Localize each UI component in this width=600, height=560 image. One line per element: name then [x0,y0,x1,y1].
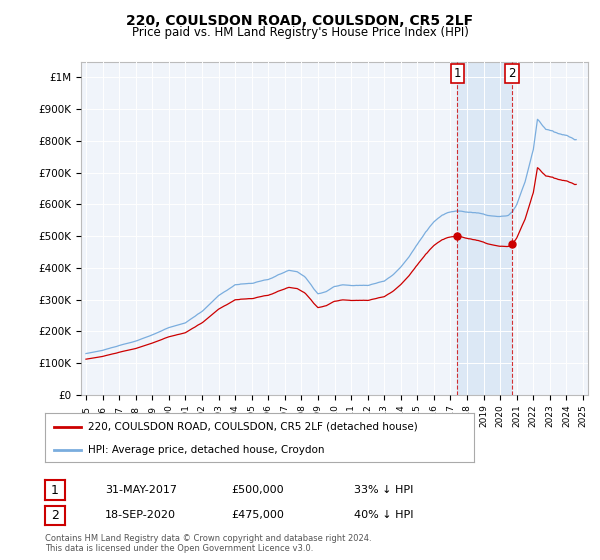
Text: 1: 1 [51,483,59,497]
Text: 31-MAY-2017: 31-MAY-2017 [105,485,177,495]
Text: 33% ↓ HPI: 33% ↓ HPI [354,485,413,495]
Text: £475,000: £475,000 [231,510,284,520]
Text: 220, COULSDON ROAD, COULSDON, CR5 2LF (detached house): 220, COULSDON ROAD, COULSDON, CR5 2LF (d… [88,422,418,432]
Text: 1: 1 [454,67,461,80]
Text: 18-SEP-2020: 18-SEP-2020 [105,510,176,520]
Text: HPI: Average price, detached house, Croydon: HPI: Average price, detached house, Croy… [88,445,325,455]
Text: £500,000: £500,000 [231,485,284,495]
Text: 40% ↓ HPI: 40% ↓ HPI [354,510,413,520]
Text: Price paid vs. HM Land Registry's House Price Index (HPI): Price paid vs. HM Land Registry's House … [131,26,469,39]
Text: 2: 2 [508,67,516,80]
Bar [457,62,512,395]
Text: 220, COULSDON ROAD, COULSDON, CR5 2LF: 220, COULSDON ROAD, COULSDON, CR5 2LF [127,14,473,28]
Text: Contains HM Land Registry data © Crown copyright and database right 2024.
This d: Contains HM Land Registry data © Crown c… [45,534,371,553]
Text: 2: 2 [51,508,59,522]
